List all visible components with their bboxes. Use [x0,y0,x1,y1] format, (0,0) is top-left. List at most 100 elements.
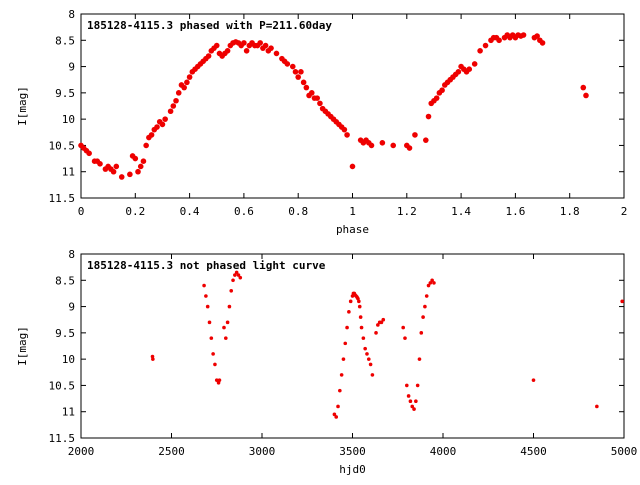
data-point [482,42,489,49]
data-point [273,50,280,57]
data-point [595,404,599,409]
data-point [403,336,407,340]
data-point [412,132,418,138]
y-tick-label: 9 [68,61,75,74]
data-point [308,90,315,96]
data-point [186,74,193,80]
data-point [173,97,179,104]
x-tick-label: 0.4 [180,205,200,218]
x-tick-label: 3000 [249,445,276,458]
data-point [357,299,361,304]
data-point [204,294,208,298]
x-tick-label: 3500 [339,445,366,458]
data-point [213,42,220,49]
data-point [361,336,366,340]
y-tick-label: 10 [62,353,75,366]
data-point [332,412,337,417]
data-point [520,32,527,38]
data-point [209,336,214,340]
data-point [336,404,340,409]
data-point [241,40,247,46]
data-point [298,69,304,75]
data-point [363,346,367,351]
data-point [202,283,206,288]
y-tick-label: 9 [68,301,75,314]
data-point [406,394,411,398]
data-point [97,161,103,167]
data-point [238,275,243,280]
y-tick-label: 8 [68,8,75,21]
data-point [113,163,120,170]
data-point [303,84,310,91]
data-point [148,132,155,138]
data-point [408,399,413,404]
x-tick-label: 2500 [158,445,185,458]
data-point [213,362,217,367]
x-tick-label: 1.8 [560,205,580,218]
data-point [243,48,250,54]
data-point [217,378,222,382]
data-point [423,304,427,309]
data-point [410,404,415,409]
y-tick-label: 11.5 [49,432,76,445]
data-point [477,48,483,54]
data-point [262,42,269,49]
data-point [236,273,241,277]
x-tick-label: 1 [349,205,356,218]
x-tick-label: 4500 [520,445,547,458]
data-point [583,92,589,99]
y-tick-label: 8 [68,248,75,261]
data-point [341,357,346,361]
y-tick-label: 11.5 [49,192,76,205]
data-point [390,142,397,149]
data-point [433,95,440,101]
data-point [140,158,147,164]
y-tick-label: 8.5 [55,34,75,47]
x-tick-label: 0.2 [125,205,145,218]
data-point [224,48,231,54]
data-point [233,273,237,277]
data-point [376,323,380,327]
y-axis-title: I[mag] [16,86,29,126]
chart-title: 185128-4115.3 not phased light curve [87,259,326,272]
data-point [345,325,349,330]
x-tick-label: 2000 [68,445,95,458]
data-point [162,116,168,122]
data-point [412,407,416,411]
data-point [359,325,364,330]
data-point [432,281,436,285]
x-tick-label: 1.6 [505,205,525,218]
data-point [207,320,212,325]
data-point [205,304,210,309]
data-point [127,171,133,178]
data-point [339,373,344,377]
y-tick-label: 10 [62,113,75,126]
data-point [425,113,432,120]
data-point [292,69,299,75]
data-point [415,383,420,388]
data-point [231,278,235,283]
chart-title: 185128-4115.3 phased with P=211.60day [87,19,332,32]
x-tick-label: 1.2 [397,205,417,218]
data-point [496,37,502,44]
data-point [167,108,174,115]
y-tick-label: 11 [62,166,75,179]
data-point [300,79,307,86]
data-point [428,281,433,285]
data-point [110,168,117,175]
data-point [368,142,375,149]
data-point [224,336,228,340]
y-tick-label: 9.5 [55,87,75,100]
data-point [406,145,413,151]
data-point [234,270,239,275]
data-point [580,84,587,91]
data-point [229,289,234,293]
unphased-light-curve-panel: 2000 2500 3000 3500 4000 4500 5000 8 8.5 9 9.5 10 10… [16,248,637,476]
data-point [426,283,431,288]
y-tick-label: 9.5 [55,327,75,340]
data-point [314,95,321,101]
x-tick-label: 4000 [430,445,457,458]
data-point [289,63,296,70]
data-point [137,163,144,170]
